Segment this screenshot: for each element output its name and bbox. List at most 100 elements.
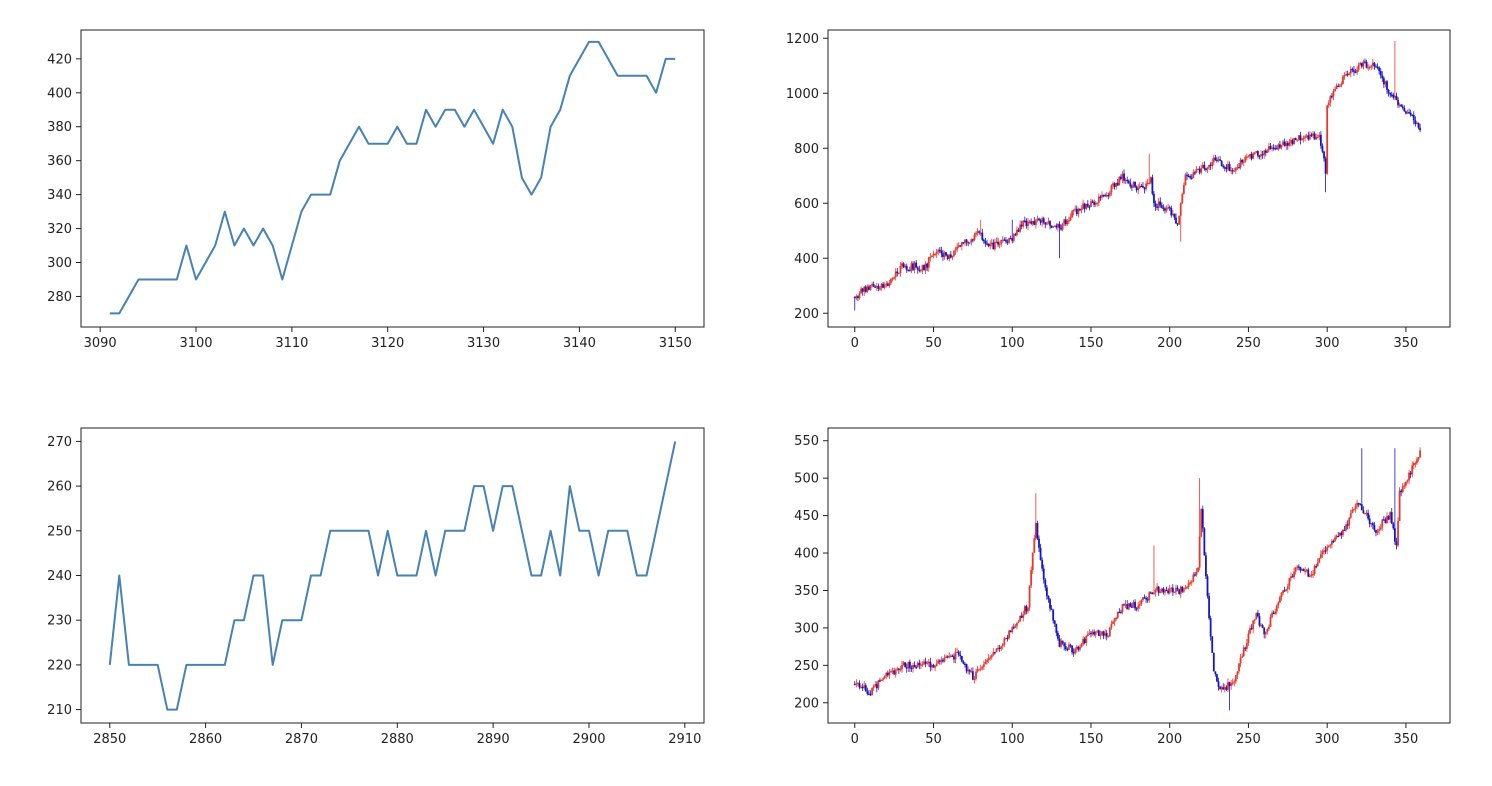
candle-body [997,241,999,245]
candle-body [1182,589,1185,592]
candle-body [1223,167,1226,169]
candle-body [1308,134,1311,140]
candle-body [995,241,998,243]
x-tick-label: 3150 [659,336,692,351]
candle-body [869,694,872,696]
candle-body [1101,631,1103,635]
y-tick-label: 300 [794,621,819,636]
candle-body [945,252,948,256]
candle-body [1168,588,1171,594]
candle-body [964,663,966,665]
candle-body [860,288,862,294]
candle-body [1271,612,1273,618]
candle-body [1217,681,1220,687]
chart-top-right: 0 50 100 150 200 250 300 350 200 400 600 800 1000 120… [786,29,1451,351]
x-tick-label: 50 [925,336,942,351]
candle-body [1190,581,1193,583]
candle-body [1216,159,1218,162]
candle-body [956,246,959,250]
candle-body [960,242,963,247]
candle-body [1294,137,1297,140]
candle-body [1206,167,1209,170]
candle-body [1016,622,1018,626]
candle-body [1201,164,1204,169]
candle-body [1214,157,1217,160]
series-line-0 [108,441,677,711]
candle-body [1400,490,1403,493]
candle-body [1165,207,1168,211]
candle-body [951,255,954,258]
candle-body [869,285,872,290]
candle-body [880,679,883,681]
candle-body [1208,164,1210,168]
x-tick-label: 200 [1157,336,1182,351]
candle-body [868,286,870,290]
candle-body [1307,569,1310,577]
candle-body [1017,229,1020,232]
candle-body [1099,634,1102,636]
candle-body [1214,671,1217,675]
candle-body [1194,172,1196,174]
candle-body [1000,239,1003,244]
candle-body [1173,213,1176,218]
candle-body [1228,164,1231,171]
y-tick-label: 280 [47,290,72,305]
candle-body [1340,532,1343,536]
candle-body [1258,155,1261,157]
candle-body [910,263,913,271]
candle-body [929,256,932,259]
y-tick-label: 800 [794,142,819,157]
candle-body [902,662,905,666]
candle-body [1373,525,1376,531]
candle-body [973,234,976,240]
candle-body [1337,85,1340,87]
candle-body [938,249,941,252]
x-tick-label: 0 [851,336,859,351]
chart-bottom-right: 0 50 100 150 200 250 300 350 200 250 300 350 400 450 5… [794,427,1451,747]
candle-body [1398,104,1401,106]
candle-body [893,670,896,675]
candle-body [1387,89,1390,93]
candle-body [1121,604,1124,613]
candle-body [1006,241,1009,243]
candle-body [875,286,878,288]
candle-body [899,668,902,671]
candle-body [1112,183,1114,186]
candle-body [1219,159,1221,161]
candle-body [1033,538,1036,553]
candle-body [1113,618,1116,622]
candle-body [1390,512,1393,524]
candle-body [1384,519,1387,524]
y-tick-label: 340 [47,188,72,203]
y-tick-label: 1000 [786,87,819,102]
candle-body [1222,687,1225,690]
candle-body [1225,167,1228,170]
candle-body [1138,604,1141,606]
candle-body [855,683,858,685]
candle-body [1234,168,1237,171]
candle-body [1186,587,1188,589]
candle-body [1168,207,1171,209]
y-tick-label: 230 [47,614,72,629]
candle-body [1412,114,1415,121]
candle-body [1178,215,1181,225]
candle-body [905,265,908,270]
candle-body [1318,558,1321,563]
candle-body [1094,631,1097,635]
candle-body [1316,562,1319,567]
candle-body [864,286,867,292]
candle-body [1069,217,1072,221]
candle-body [1225,687,1228,690]
candle-body [1006,637,1009,640]
candle-body [1312,573,1314,576]
y-tick-label: 240 [47,569,72,584]
candle-body [1255,151,1258,153]
candle-body [1387,516,1390,520]
candle-body [1020,224,1023,227]
candle-body [970,239,973,243]
candle-body [954,652,957,660]
candle-body [1384,81,1387,85]
candle-body [1093,202,1096,205]
candle-body [1332,540,1335,543]
candle-body [912,263,914,270]
